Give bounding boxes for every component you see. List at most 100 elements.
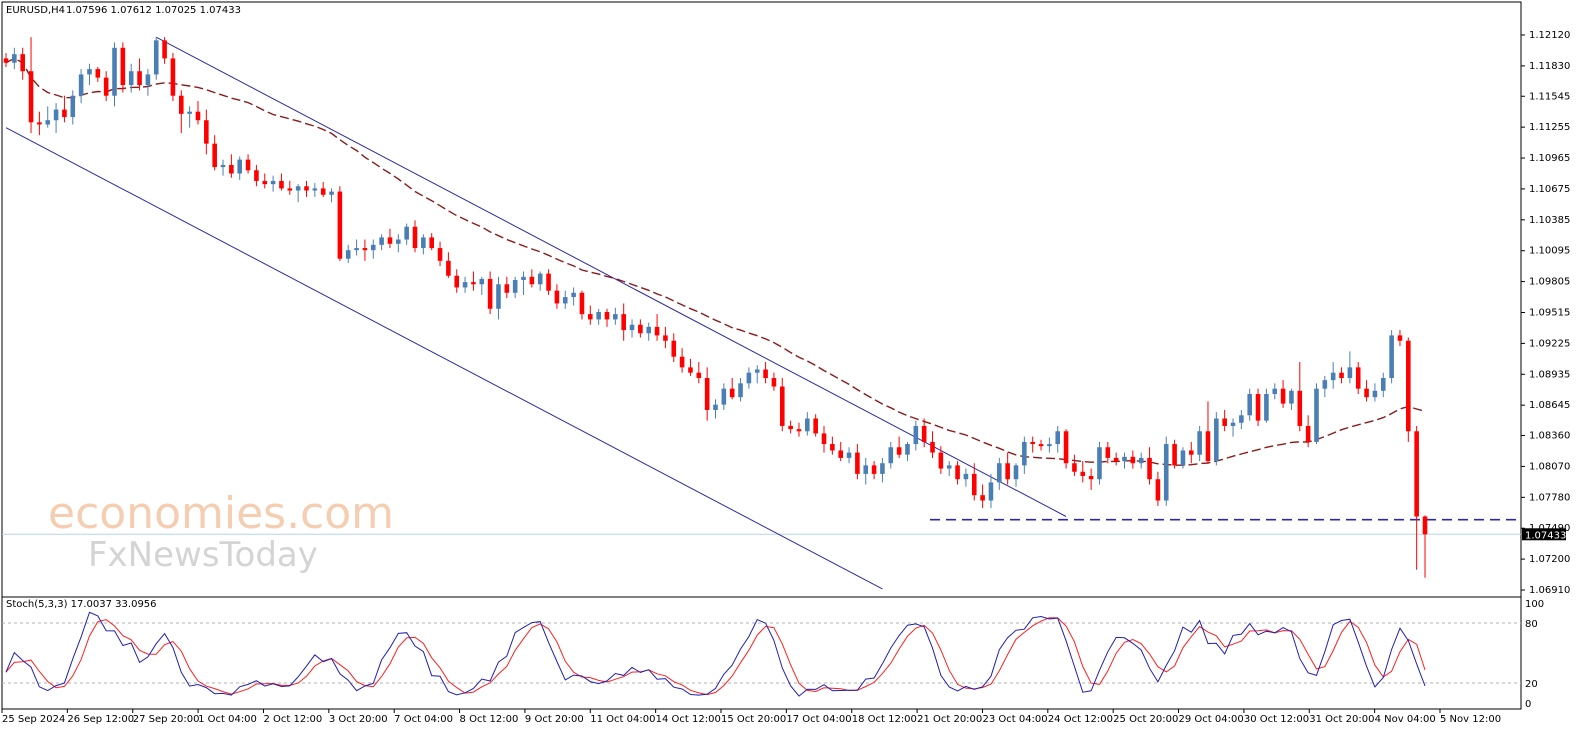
candle-bull	[1389, 335, 1394, 379]
candle-bear	[1130, 456, 1136, 464]
axis-layer: 1.12120 1.11830 1.11545 1.11255 1.10965 1.106…	[1, 30, 1570, 725]
candle-bear	[796, 429, 802, 432]
candle-bear	[1255, 393, 1261, 421]
candle-bear	[855, 452, 860, 474]
candle-bear	[871, 465, 877, 474]
candle-bear	[663, 335, 668, 341]
price-tick-label: 1.08360	[1529, 431, 1570, 442]
candle-bull	[537, 273, 543, 285]
candle-bear	[1205, 431, 1211, 462]
candle-bull	[345, 250, 351, 259]
candle-bear	[254, 170, 259, 181]
candle-bull	[1330, 372, 1336, 381]
candle-bull	[329, 191, 334, 195]
candle-bear	[587, 314, 593, 320]
candle-bull	[112, 47, 117, 96]
candle-bull	[963, 473, 969, 480]
candle-bear	[28, 71, 34, 123]
candle-bear	[579, 292, 585, 315]
candle-bear	[362, 248, 368, 251]
candle-bull	[354, 248, 359, 251]
candle-bear	[830, 444, 835, 451]
time-tick-label: 11 Oct 04:00	[590, 714, 655, 725]
stoch-label: Stoch(5,3,3) 17.0037 33.0956	[6, 599, 157, 610]
candle-bear	[1172, 444, 1177, 466]
candle-bull	[479, 278, 485, 285]
price-tick-label: 1.11830	[1529, 61, 1570, 72]
candle-bear	[1422, 516, 1428, 535]
candle-bull	[462, 282, 468, 288]
candle-bear	[1406, 340, 1411, 432]
stoch-tick-label: 100	[1525, 599, 1544, 610]
candle-bear	[671, 340, 677, 357]
candle-bear	[788, 425, 793, 430]
candle-bull	[1163, 444, 1169, 501]
price-tick-label: 1.10095	[1529, 246, 1570, 257]
candle-bull	[1289, 390, 1294, 404]
candle-bear	[1038, 444, 1044, 447]
stoch-panel	[1, 596, 1522, 710]
candle-bull	[1372, 390, 1378, 398]
price-tick-label: 1.10965	[1529, 153, 1570, 164]
candle-bull	[571, 292, 576, 298]
price-tick-label: 1.09515	[1529, 308, 1570, 319]
candle-bear	[763, 369, 768, 379]
time-tick-label: 24 Oct 12:00	[1048, 714, 1113, 725]
watermark-fxnewstoday: FxNewsToday	[88, 535, 318, 575]
candle-bear	[771, 378, 777, 387]
candle-bear	[279, 180, 284, 189]
candle-bull	[754, 369, 760, 373]
price-tick-label: 1.10385	[1529, 215, 1570, 226]
candle-bear	[387, 237, 393, 244]
time-tick-label: 30 Oct 12:00	[1244, 714, 1309, 725]
time-tick-label: 9 Oct 20:00	[525, 714, 584, 725]
moving-average-line	[5, 57, 1426, 466]
candle-bear	[62, 109, 67, 118]
candle-layer	[3, 37, 1428, 578]
candle-bear	[3, 58, 9, 63]
time-tick-label: 7 Oct 04:00	[394, 714, 453, 725]
candle-bear	[955, 465, 960, 480]
candle-bear	[320, 188, 326, 195]
candle-bear	[229, 164, 234, 174]
candle-bear	[212, 143, 217, 168]
price-tick-label: 1.11545	[1529, 91, 1570, 102]
price-tick-label: 1.11255	[1529, 122, 1570, 133]
candle-bull	[421, 237, 426, 249]
candle-bull	[629, 324, 635, 331]
candle-bull	[1272, 388, 1278, 394]
candle-bear	[896, 447, 902, 455]
stochastic-layer	[2, 611, 1521, 697]
candle-bear	[120, 47, 126, 86]
time-tick-label: 31 Oct 20:00	[1309, 714, 1374, 725]
candle-bear	[287, 188, 293, 191]
candle-bull	[721, 388, 727, 405]
price-tick-label: 1.08070	[1529, 461, 1570, 472]
candle-bull	[596, 311, 601, 320]
candle-bull	[905, 444, 910, 455]
candle-bear	[245, 159, 251, 171]
price-tick-label: 1.08935	[1529, 369, 1570, 380]
candle-bull	[713, 404, 718, 410]
current-price-box	[1522, 528, 1566, 541]
candle-bear	[446, 260, 451, 276]
candle-bull	[45, 120, 51, 125]
candle-bear	[821, 433, 827, 445]
candle-bull	[153, 40, 159, 75]
time-tick-label: 18 Oct 12:00	[852, 714, 917, 725]
candle-bull	[1180, 450, 1186, 466]
time-tick-label: 23 Oct 04:00	[982, 714, 1047, 725]
candle-bear	[604, 311, 610, 320]
candle-bear	[337, 191, 343, 259]
candle-bear	[980, 495, 985, 501]
candle-bear	[504, 284, 510, 293]
candle-bear	[704, 378, 710, 410]
candle-bull	[512, 280, 518, 293]
candle-bear	[1063, 431, 1069, 464]
candle-bear	[529, 276, 535, 285]
candle-bear	[1080, 471, 1086, 477]
price-tick-label: 1.08645	[1529, 400, 1570, 411]
stoch-tick-label: 20	[1525, 679, 1538, 690]
candle-bear	[195, 111, 201, 121]
